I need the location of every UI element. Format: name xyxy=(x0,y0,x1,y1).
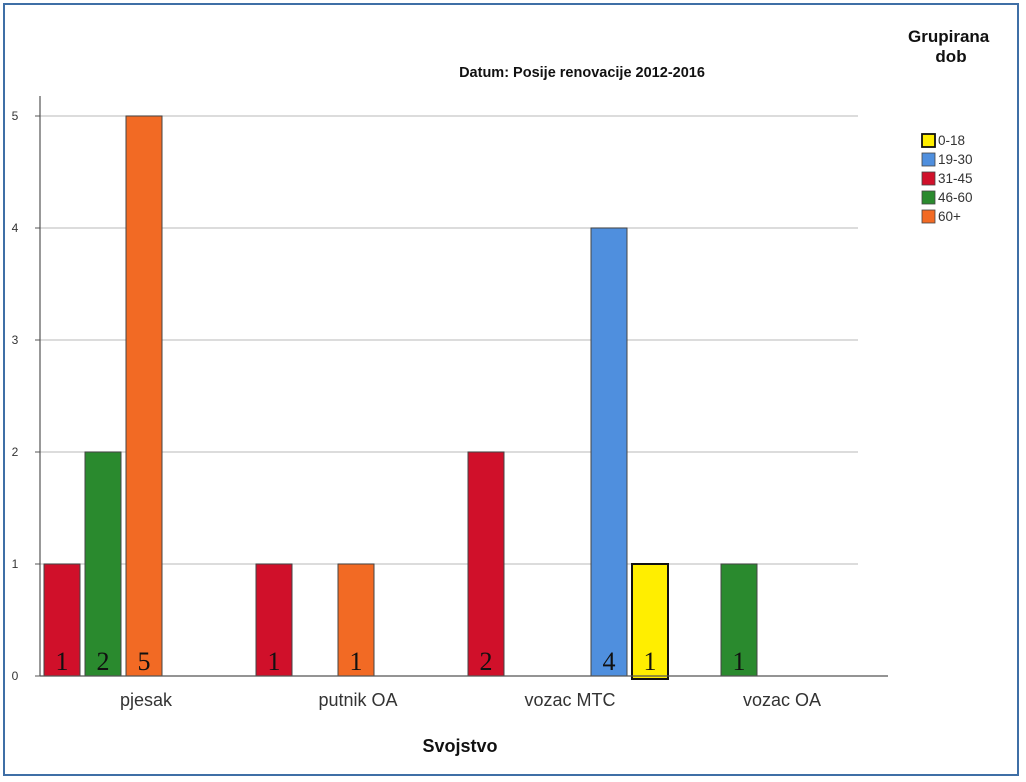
chart-title: Datum: Posije renovacije 2012-2016 xyxy=(459,65,705,81)
data-label: 4 xyxy=(603,647,616,676)
x-tick-label: vozac OA xyxy=(743,690,821,710)
bar-31-45 xyxy=(467,451,505,677)
x-tick-label: pjesak xyxy=(120,690,173,710)
y-tick-label: 1 xyxy=(12,557,19,571)
bar-31-45 xyxy=(255,563,293,677)
bar-0-18 xyxy=(631,563,669,680)
legend-label: 31-45 xyxy=(938,171,973,186)
legend-label: 60+ xyxy=(938,209,961,224)
legend-label: 19-30 xyxy=(938,152,973,167)
data-label: 1 xyxy=(350,647,363,676)
legend-swatch xyxy=(921,209,936,224)
data-label: 1 xyxy=(268,647,281,676)
bar-46-60 xyxy=(720,563,758,677)
legend-items: 0-18 19-30 31-45 46-60 60+ xyxy=(921,133,973,224)
data-label: 2 xyxy=(480,647,493,676)
data-label: 1 xyxy=(733,647,746,676)
legend-title-line-1: Grupirana xyxy=(908,27,990,46)
legend-label: 46-60 xyxy=(938,190,973,205)
x-tick-label: vozac MTC xyxy=(524,690,615,710)
bar-60+ xyxy=(125,115,163,677)
y-tick-label: 3 xyxy=(12,333,19,347)
legend-swatch xyxy=(921,171,936,186)
y-tick-label: 0 xyxy=(12,669,19,683)
legend-swatch xyxy=(921,133,936,148)
data-label: 1 xyxy=(644,647,657,676)
legend-swatch xyxy=(921,152,936,167)
x-tick-label: putnik OA xyxy=(318,690,397,710)
legend-label: 0-18 xyxy=(938,133,965,148)
legend-title-line-2: dob xyxy=(935,47,966,66)
legend-title: Grupirana dob xyxy=(908,27,994,66)
chart-frame xyxy=(3,3,1019,776)
bar-60+ xyxy=(337,563,375,677)
data-labels: 1 2 5 1 1 142 1 xyxy=(56,647,746,676)
legend: Grupirana dob 0-18 19-30 31-45 46-60 60+ xyxy=(908,27,994,224)
bar-46-60 xyxy=(84,451,122,677)
y-tick-label: 4 xyxy=(12,221,19,235)
bar-19-30 xyxy=(590,227,628,677)
bars xyxy=(43,115,758,680)
x-axis-title: Svojstvo xyxy=(422,736,497,756)
data-label: 1 xyxy=(56,647,69,676)
y-tick-label: 5 xyxy=(12,109,19,123)
data-label: 2 xyxy=(97,647,110,676)
legend-swatch xyxy=(921,190,936,205)
data-label: 5 xyxy=(138,647,151,676)
gridlines xyxy=(40,115,858,565)
y-tick-label: 2 xyxy=(12,445,19,459)
